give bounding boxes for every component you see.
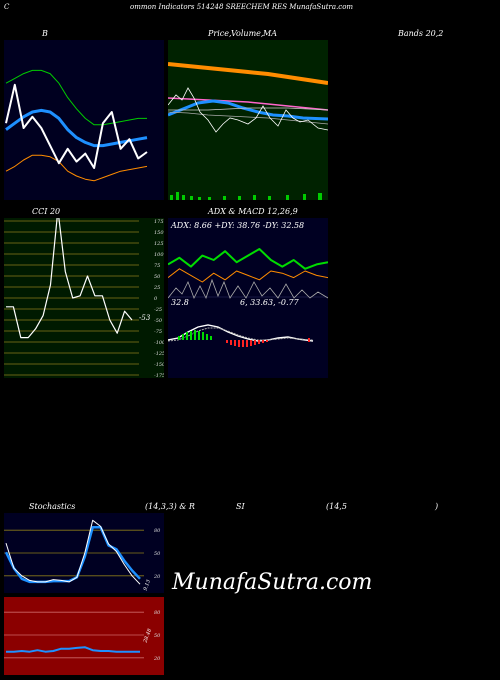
upper-band-line xyxy=(5,69,147,126)
cci-tick-label: 50 xyxy=(154,274,161,280)
cci-tick-label: -25 xyxy=(154,307,162,313)
plus-di-line xyxy=(168,248,328,270)
rsi-params: (14,5 xyxy=(326,502,347,511)
adx-macd-chart xyxy=(168,248,328,347)
bollinger-panel xyxy=(4,40,164,200)
cci-tick-label: 100 xyxy=(154,252,164,258)
adx-values: ADX: 8.66 +DY: 38.76 -DY: 32.58 xyxy=(171,221,305,230)
cci-tick-label: -125 xyxy=(154,351,164,357)
cci-tick-label: 150 xyxy=(154,230,164,236)
middle-band-line xyxy=(5,108,148,148)
cci-tick-label: 0 xyxy=(154,296,158,302)
stoch-tick-label: 80 xyxy=(154,528,161,534)
price-line xyxy=(5,83,148,169)
stoch-tick-label: 20 xyxy=(153,574,161,580)
ma-label: MA xyxy=(263,29,277,38)
cci-tick-label: -75 xyxy=(154,329,162,335)
macd-left-value: 32.8 xyxy=(171,298,189,307)
cci-tick-label: -100 xyxy=(154,340,164,346)
rsi-line xyxy=(6,646,140,653)
rsi-panel: 80 50 20 28.48 xyxy=(4,597,164,675)
price-ma-chart xyxy=(168,62,328,200)
rsi-tick-label: 50 xyxy=(154,633,161,639)
cci-tick-label: -175 xyxy=(154,373,164,378)
cci-tick-label: 75 xyxy=(154,263,160,269)
cci-tick-label: 175 xyxy=(154,219,164,225)
cci-line xyxy=(6,218,133,339)
adx-macd-label: ADX & MACD 12,26,9 xyxy=(208,207,298,216)
bollinger-bg xyxy=(4,40,164,200)
cci-chart: 175 150 125 100 75 50 25 0 -25 -50 -75 -100 -125 -150… xyxy=(4,218,164,378)
cci-tick-label: -50 xyxy=(154,318,163,324)
stoch-label: Stochastics xyxy=(29,502,76,511)
stoch-params: (14,3,3) & R xyxy=(145,502,195,511)
price-ma-panel xyxy=(168,40,328,200)
rsi-value-label: 28.48 xyxy=(142,628,153,644)
volume-label: Volume, xyxy=(231,29,264,38)
rsi-tick-label: 20 xyxy=(153,656,161,662)
header-title: ommon Indicators 514248 SREECHEM RES Mun… xyxy=(130,3,354,11)
header-left: C xyxy=(4,3,10,11)
cci-value-label: -53 xyxy=(139,314,151,322)
macd-values: 6, 33.63, -0.77 xyxy=(240,298,299,307)
stoch-k-line xyxy=(5,519,141,585)
bollinger-label: B xyxy=(42,29,48,38)
stoch-value-label: 9.13 xyxy=(143,579,152,592)
bollinger-bands-label: Bands 20,2 xyxy=(398,29,444,38)
minus-di-line xyxy=(168,268,328,283)
rsi-params-close: ) xyxy=(435,502,439,511)
stoch-tick-label: 50 xyxy=(154,551,161,557)
rsi-label: SI xyxy=(236,502,245,511)
rsi-chart: 80 50 20 28.48 xyxy=(4,610,161,662)
stoch-panel: 80 50 20 9.13 xyxy=(4,513,164,593)
stoch-chart: 80 50 209.13 xyxy=(4,519,161,592)
bollinger-chart xyxy=(4,40,164,200)
watermark: MunafaSutra.com xyxy=(172,570,373,595)
stoch-d-line xyxy=(4,525,141,584)
cci-tick-label: 25 xyxy=(153,285,160,291)
lower-band-line xyxy=(5,154,148,182)
rsi-tick-label: 80 xyxy=(154,610,161,616)
cci-tick-label: 125 xyxy=(154,241,164,247)
cci-tick-label: -150 xyxy=(154,362,164,368)
cci-panel: 175 150 125 100 75 50 25 0 -25 -50 -75 -100 -125 -150… xyxy=(4,218,164,378)
price-label: Price, xyxy=(208,29,232,38)
adx-macd-panel: ADX: 8.66 +DY: 38.76 -DY: 32.58 32.8 6, … xyxy=(168,218,328,378)
cci-label: CCI 20 xyxy=(32,207,61,216)
